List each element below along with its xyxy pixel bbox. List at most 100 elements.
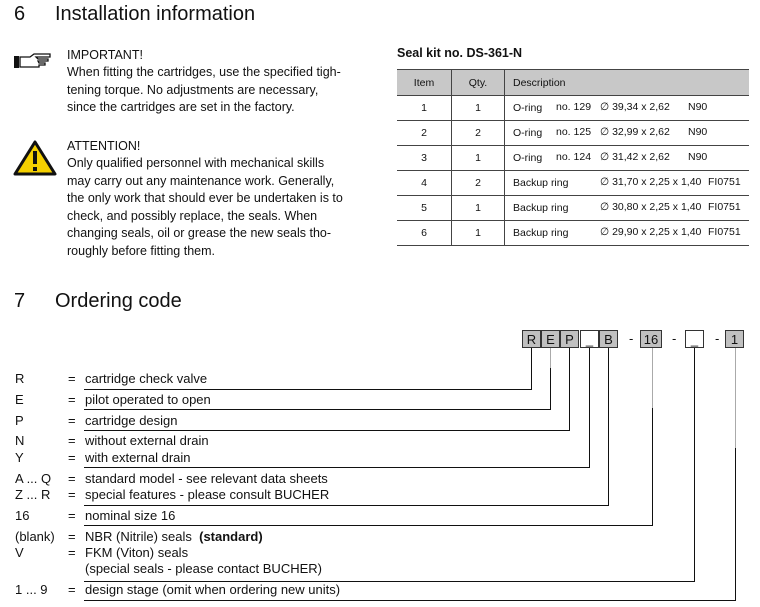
- item-cell: 4: [397, 170, 452, 196]
- section-7-number: 7: [14, 290, 26, 312]
- legend-key: N: [15, 433, 25, 448]
- seal-dimensions: ∅ 29,90 x 2,25 x 1,40: [600, 226, 702, 238]
- legend-text: without external drain: [85, 433, 209, 448]
- description-cell: O-ring no. 129 ∅ 39,34 x 2,62 N90: [504, 95, 749, 121]
- seal-kit-row: 4 2 Backup ring ∅ 31,70 x 2,25 x 1,40 FI0751: [397, 170, 749, 196]
- legend-text: special features - please consult BUCHER: [85, 487, 329, 502]
- header-item: Item: [397, 69, 452, 96]
- qty-cell: 1: [451, 145, 505, 171]
- seal-material: FI0751: [708, 201, 741, 213]
- legend-key: 1 ... 9: [15, 582, 48, 597]
- item-cell: 1: [397, 95, 452, 121]
- connector-horizontal: [84, 467, 590, 469]
- important-text: When fitting the cartridges, use the spe…: [67, 64, 341, 117]
- legend-text: NBR (Nitrile) seals (standard): [85, 529, 263, 544]
- connector-vertical-grey: [735, 348, 737, 448]
- attention-text-line: the only work that should ever be undert…: [67, 191, 343, 205]
- attention-text-line: check, and possibly replace, the seals. …: [67, 208, 318, 223]
- section-6-number: 6: [14, 3, 26, 25]
- item-cell: 6: [397, 220, 452, 246]
- seal-number: no. 125: [556, 126, 592, 138]
- seal-type: Backup ring: [513, 177, 569, 189]
- legend-text: FKM (Viton) seals: [85, 545, 188, 560]
- connector-horizontal: [84, 505, 609, 507]
- seal-type: Backup ring: [513, 202, 569, 214]
- seal-kit-row: 1 1 O-ring no. 129 ∅ 39,34 x 2,62 N90: [397, 95, 749, 121]
- description-cell: O-ring no. 124 ∅ 31,42 x 2,62 N90: [504, 145, 749, 171]
- attention-text-line: Only qualified personnel with mechanical…: [67, 156, 325, 170]
- code-box-2: P: [560, 330, 579, 348]
- seal-dimensions: ∅ 39,34 x 2,62: [600, 101, 670, 113]
- seal-material: FI0751: [708, 226, 741, 238]
- important-text-line: When fitting the cartridges, use the spe…: [67, 65, 341, 79]
- legend-text: (special seals - please contact BUCHER): [85, 561, 322, 576]
- code-separator: -: [672, 331, 677, 346]
- legend-key: Z ... R: [15, 487, 51, 502]
- legend-key: R: [15, 371, 25, 386]
- warning-triangle-icon: [13, 140, 57, 176]
- legend-equals: =: [68, 392, 76, 407]
- legend-text-main: cartridge design: [85, 413, 178, 428]
- legend-text-main: pilot operated to open: [85, 392, 211, 407]
- connector-vertical: [608, 348, 610, 505]
- legend-text-main: nominal size 16: [85, 508, 176, 523]
- seal-dimensions: ∅ 30,80 x 2,25 x 1,40: [600, 201, 702, 213]
- seal-material: N90: [688, 151, 708, 163]
- connector-horizontal: [84, 581, 695, 583]
- legend-text: cartridge design: [85, 413, 178, 428]
- code-box-4: B: [599, 330, 618, 348]
- legend-key: P: [15, 413, 24, 428]
- qty-cell: 1: [451, 95, 505, 121]
- legend-key: A ... Q: [15, 471, 52, 486]
- item-cell: 3: [397, 145, 452, 171]
- legend-equals: =: [68, 471, 76, 486]
- qty-cell: 1: [451, 195, 505, 221]
- legend-equals: =: [68, 545, 76, 560]
- important-text-line: tening torque. No adjustments are necess…: [67, 82, 319, 97]
- connector-vertical-grey: [550, 348, 552, 368]
- legend-equals: =: [68, 508, 76, 523]
- header-description: Description: [504, 69, 749, 96]
- legend-text-main: standard model - see relevant data sheet…: [85, 471, 328, 486]
- seal-material: N90: [688, 101, 708, 113]
- legend-text-main: design stage (omit when ordering new uni…: [85, 582, 341, 597]
- seal-dimensions: ∅ 32,99 x 2,62: [600, 126, 670, 138]
- legend-text: pilot operated to open: [85, 392, 211, 407]
- item-cell: 5: [397, 195, 452, 221]
- legend-text-bold: (standard): [199, 529, 263, 544]
- legend-key: Y: [15, 450, 24, 465]
- code-box-10: 1: [725, 330, 744, 348]
- important-text-line: since the cartridges are set in the fact…: [67, 100, 295, 114]
- connector-vertical: [589, 348, 591, 467]
- legend-equals: =: [68, 450, 76, 465]
- connector-horizontal: [84, 430, 570, 432]
- item-cell: 2: [397, 120, 452, 146]
- attention-text-line: roughly before fitting them.: [67, 243, 215, 258]
- seal-kit-title: Seal kit no. DS-361-N: [397, 46, 523, 60]
- description-cell: Backup ring ∅ 30,80 x 2,25 x 1,40 FI0751: [504, 195, 749, 221]
- connector-horizontal: [84, 600, 736, 602]
- seal-type: Backup ring: [513, 227, 569, 239]
- code-box-8: _: [685, 330, 704, 348]
- seal-type: O-ring: [513, 102, 543, 114]
- important-heading: IMPORTANT!: [67, 48, 143, 62]
- connector-vertical: [569, 348, 571, 430]
- connector-vertical: [550, 348, 552, 409]
- legend-key: (blank): [15, 529, 55, 544]
- legend-key: V: [15, 545, 24, 560]
- attention-text-line: may carry out any maintenance work. Gene…: [67, 173, 335, 188]
- seal-number: no. 129: [556, 101, 592, 113]
- section-6-title: Installation information: [55, 3, 256, 25]
- connector-horizontal: [84, 525, 653, 527]
- legend-text-main: cartridge check valve: [85, 371, 208, 386]
- code-box-0: R: [522, 330, 541, 348]
- section-7-title: Ordering code: [55, 290, 182, 312]
- legend-text-main: with external drain: [85, 450, 191, 465]
- seal-kit-row: 6 1 Backup ring ∅ 29,90 x 2,25 x 1,40 FI0751: [397, 220, 749, 246]
- attention-heading: ATTENTION!: [67, 139, 141, 153]
- description-cell: O-ring no. 125 ∅ 32,99 x 2,62 N90: [504, 120, 749, 146]
- legend-text-main: FKM (Viton) seals: [85, 545, 189, 560]
- connector-vertical: [694, 348, 696, 581]
- legend-equals: =: [68, 371, 76, 386]
